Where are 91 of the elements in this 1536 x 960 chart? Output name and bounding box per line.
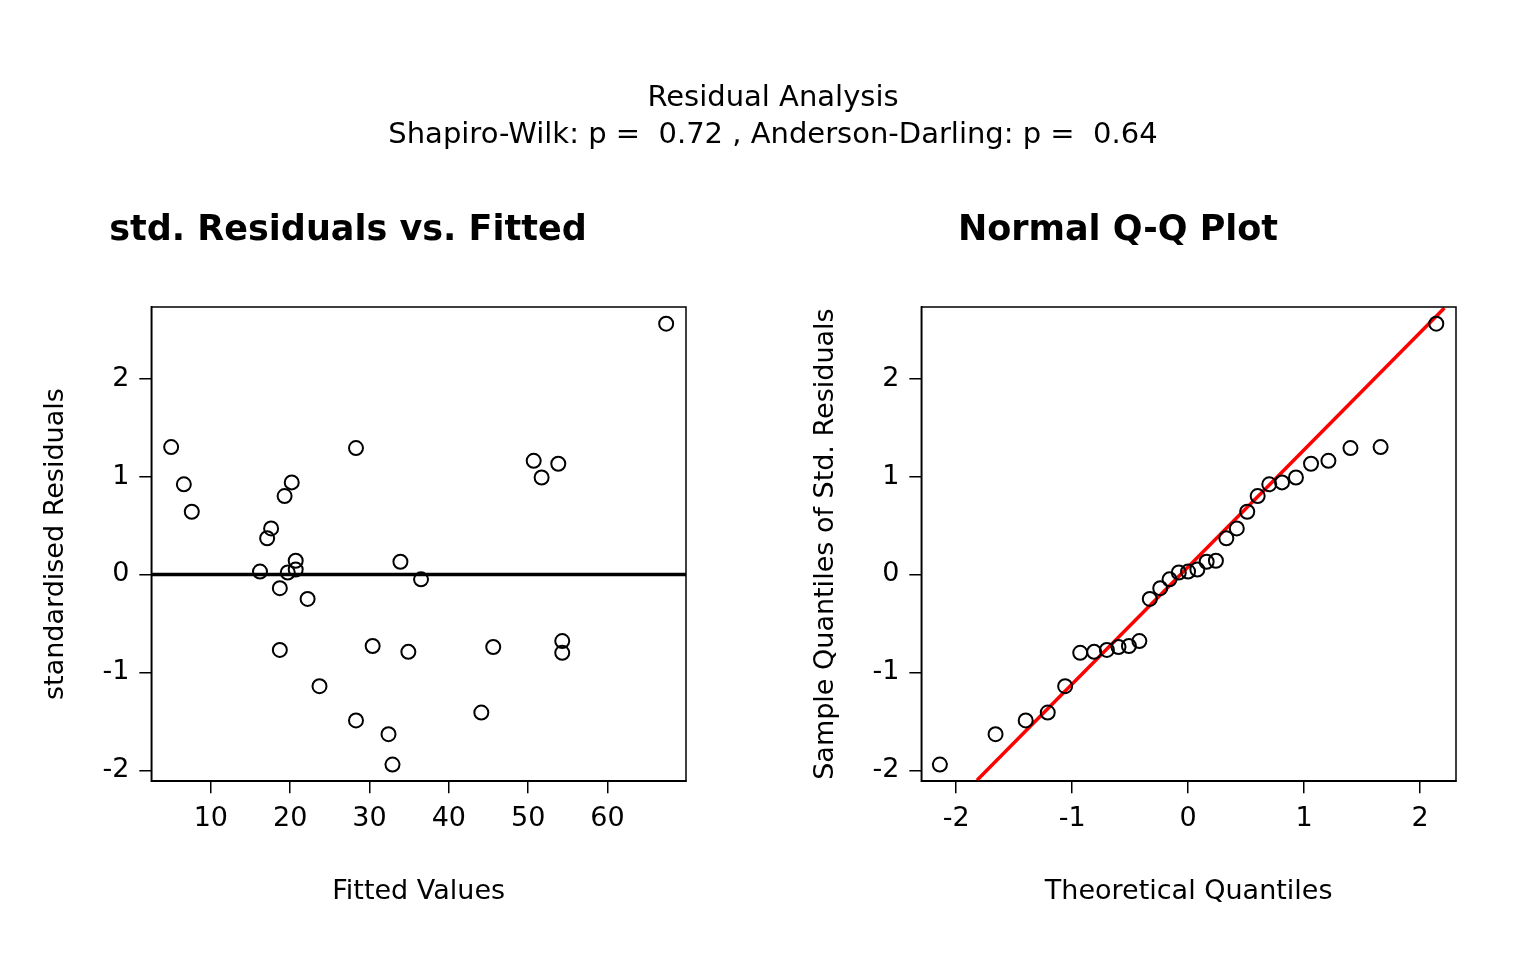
x-tick-label: -1 (1058, 801, 1086, 833)
point (554, 633, 571, 650)
point (473, 704, 490, 721)
point (259, 530, 276, 547)
point (525, 452, 542, 469)
chart-title: std. Residuals vs. Fitted (109, 208, 587, 249)
x-tick-label: 20 (272, 801, 308, 833)
y-tick-label: -2 (102, 752, 130, 784)
point (1180, 563, 1197, 580)
point (271, 580, 288, 597)
point (413, 571, 430, 588)
y-tick-label: -1 (102, 654, 130, 686)
chart-title: Normal Q-Q Plot (957, 208, 1279, 249)
point (1342, 440, 1359, 457)
point (1072, 644, 1089, 661)
x-tick-label: 40 (431, 801, 466, 833)
point (279, 564, 296, 581)
point (183, 503, 200, 520)
x-tick-label: 2 (1411, 801, 1429, 833)
point (1161, 571, 1178, 588)
point (533, 469, 550, 486)
x-tick-label: 1 (1295, 801, 1313, 833)
point (1320, 452, 1337, 469)
point (1287, 469, 1304, 486)
point (1372, 439, 1389, 456)
point (658, 315, 675, 332)
x-tick-label: 10 (193, 801, 228, 833)
point (283, 474, 300, 491)
x-axis-title: Fitted Values (332, 873, 506, 905)
point (1189, 561, 1206, 578)
y-tick-label: 1 (882, 458, 900, 490)
point (1198, 553, 1215, 570)
point (1098, 641, 1115, 658)
point (163, 439, 180, 456)
point (1228, 520, 1245, 537)
point (1249, 488, 1266, 505)
point (364, 637, 381, 654)
point (987, 726, 1004, 743)
point (1239, 503, 1256, 520)
point (1039, 704, 1056, 721)
point (485, 638, 502, 655)
point (1170, 564, 1187, 581)
point (347, 440, 364, 457)
point (380, 726, 397, 743)
point (276, 488, 293, 505)
y-axis-title: standardised Residuals (38, 388, 70, 700)
point (252, 563, 268, 580)
point (550, 455, 567, 472)
point (1110, 638, 1127, 655)
point (1261, 476, 1278, 493)
point (1131, 633, 1148, 650)
point (287, 552, 304, 569)
point (1152, 580, 1169, 597)
point (1120, 637, 1137, 654)
y-tick-label: -2 (872, 752, 900, 784)
point (554, 644, 571, 661)
point (931, 756, 948, 773)
point (1086, 643, 1103, 660)
y-tick-label: 0 (882, 556, 900, 588)
point (400, 643, 417, 660)
y-tick-label: 2 (882, 360, 900, 392)
point (1303, 455, 1320, 472)
point (1218, 530, 1235, 547)
x-tick-label: 30 (352, 801, 387, 833)
point (1141, 590, 1158, 607)
y-tick-label: 1 (112, 458, 130, 490)
y-tick-label: 2 (112, 360, 130, 392)
point (1057, 678, 1074, 695)
text: Shapiro-Wilk: p = 0.72 , Anderson-Darling: p = 0.64 (387, 115, 1159, 152)
point (1017, 712, 1034, 729)
point (392, 553, 409, 570)
point (271, 641, 288, 658)
y-tick-label: -1 (872, 654, 900, 686)
x-axis-title: Theoretical Quantiles (1043, 873, 1333, 905)
point (287, 561, 304, 578)
point (347, 712, 364, 729)
point (175, 476, 192, 493)
point (1274, 474, 1291, 491)
x-tick-label: -2 (942, 801, 970, 833)
x-tick-label: 0 (1179, 801, 1197, 833)
point (1428, 315, 1445, 332)
y-tick-label: 0 (112, 556, 130, 588)
x-tick-label: 50 (510, 801, 546, 833)
point (299, 590, 316, 607)
text: Residual Analysis (646, 78, 900, 115)
point (311, 678, 328, 695)
x-tick-label: 60 (590, 801, 625, 833)
point (1207, 552, 1224, 569)
point (384, 756, 401, 773)
point (263, 520, 280, 537)
y-axis-title: Sample Quantiles of Std. Residuals (808, 308, 840, 780)
